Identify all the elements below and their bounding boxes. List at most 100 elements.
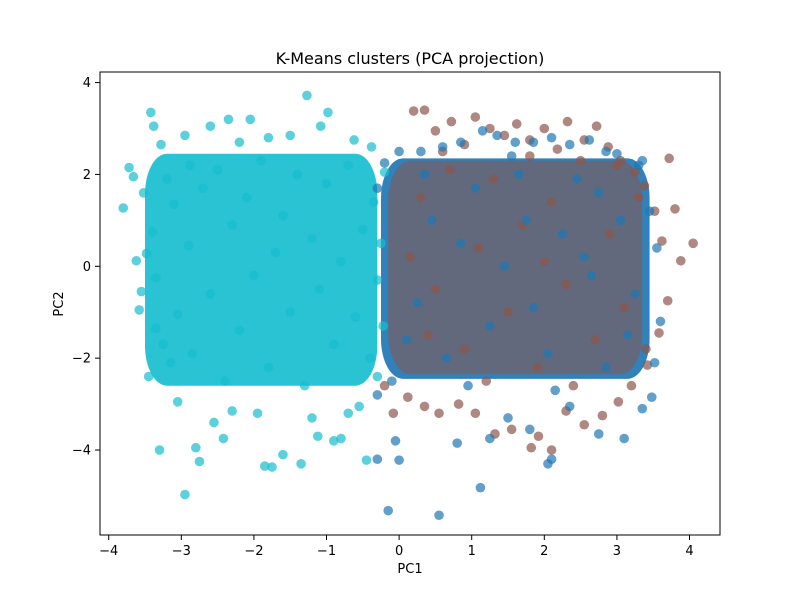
cluster-1-point: [511, 119, 522, 129]
cluster-1-point: [419, 401, 430, 412]
cluster-0-point: [456, 137, 466, 148]
cluster-0-point: [564, 401, 575, 412]
cluster-1-point: [430, 125, 441, 136]
cluster-2-point: [336, 256, 346, 267]
cluster-1-point: [430, 284, 441, 295]
cluster-1-point: [612, 160, 622, 171]
cluster-0-point: [394, 455, 404, 465]
cluster-1-point: [526, 442, 537, 453]
cluster-2-point: [128, 171, 139, 182]
cluster-2-point: [314, 284, 325, 295]
cluster-0-point: [434, 510, 444, 521]
cluster-1-density: [388, 160, 643, 375]
cluster-0-point: [394, 146, 404, 157]
cluster-2-point: [336, 433, 346, 444]
cluster-0-point: [601, 362, 611, 373]
cluster-2-point: [358, 224, 368, 235]
cluster-0-point: [477, 125, 488, 136]
x-axis-ticks: −4 −3 −2 −1 0 1 2 3 4: [99, 535, 694, 559]
cluster-2-point: [278, 449, 288, 460]
cluster-1-point: [546, 445, 557, 455]
cluster-2-point: [299, 380, 310, 391]
cluster-0-point: [572, 174, 582, 184]
cluster-1-point: [446, 116, 457, 127]
cluster-2-point: [361, 455, 372, 465]
cluster-2-point: [223, 114, 234, 125]
cluster-2-point: [365, 353, 375, 363]
cluster-2-point: [151, 323, 161, 334]
cluster-1-point: [506, 424, 517, 435]
x-tick-label: 1: [468, 544, 476, 559]
cluster-0-point: [475, 482, 486, 493]
cluster-1-point: [470, 112, 481, 122]
y-tick-label: −2: [72, 352, 91, 367]
cluster-0-point: [557, 229, 568, 239]
cluster-1-point: [434, 408, 444, 419]
cluster-1-point: [388, 408, 399, 419]
cluster-2-point: [343, 160, 354, 171]
cluster-1-point: [423, 330, 433, 340]
cluster-2-point: [307, 233, 317, 244]
cluster-2-point: [227, 406, 237, 416]
cluster-1-point: [546, 197, 557, 207]
cluster-0-point: [601, 146, 611, 157]
cluster-2-point: [321, 178, 332, 189]
x-axis-label: PC1: [397, 562, 422, 577]
cluster-2-point: [349, 135, 359, 145]
cluster-2-point: [227, 220, 237, 230]
cluster-1-point: [562, 116, 573, 127]
cluster-2-point: [354, 401, 364, 412]
cluster-0-point: [372, 183, 383, 194]
cluster-1-point: [459, 344, 470, 354]
cluster-1-point: [662, 295, 673, 306]
cluster-1-point: [539, 123, 550, 134]
cluster-1-point: [481, 376, 492, 386]
cluster-0-point: [564, 139, 575, 150]
cluster-0-point: [492, 130, 502, 141]
cluster-0-point: [390, 436, 401, 446]
cluster-0-point: [633, 160, 644, 171]
cluster-2-point: [372, 371, 383, 382]
cluster-2-point: [328, 339, 339, 350]
cluster-1-point: [626, 380, 637, 391]
cluster-1-point: [485, 123, 495, 134]
cluster-1-point: [403, 392, 413, 403]
cluster-0-point: [612, 148, 622, 159]
cluster-1-point: [379, 380, 390, 391]
cluster-0-point: [593, 429, 604, 439]
cluster-0-point: [463, 380, 473, 391]
cluster-2-point: [156, 139, 166, 150]
cluster-2-point: [368, 197, 379, 207]
cluster-0-point: [416, 146, 426, 157]
cluster-1-point: [419, 105, 430, 115]
y-tick-label: 0: [83, 260, 91, 275]
cluster-2-point: [249, 270, 259, 281]
cluster-1-point: [670, 204, 680, 214]
cluster-0-point: [524, 424, 535, 435]
cluster-0-point: [584, 135, 595, 145]
cluster-2-point: [134, 305, 145, 315]
cluster-2-point: [183, 240, 194, 251]
cluster-1-point: [591, 121, 602, 132]
cluster-0-point: [456, 238, 466, 249]
cluster-2-point: [141, 248, 152, 259]
cluster-0-point: [615, 215, 626, 226]
cluster-1-point: [688, 238, 698, 249]
y-axis-label: PC2: [52, 291, 67, 316]
cluster-0-point: [644, 206, 655, 216]
cluster-2-point: [252, 408, 263, 419]
cluster-0-point: [546, 132, 557, 143]
cluster-0-point: [646, 392, 657, 403]
x-tick-label: 2: [540, 544, 548, 559]
cluster-0-point: [550, 385, 560, 396]
cluster-2-point: [194, 456, 205, 467]
cluster-0-point: [387, 376, 397, 386]
cluster-2-point: [379, 167, 390, 177]
cluster-0-point: [579, 252, 590, 262]
cluster-1-point: [470, 408, 481, 419]
cluster-2-point: [378, 321, 388, 331]
cluster-1-point: [641, 344, 651, 354]
cluster-1-point: [552, 144, 563, 154]
cluster-1-point: [524, 151, 535, 161]
